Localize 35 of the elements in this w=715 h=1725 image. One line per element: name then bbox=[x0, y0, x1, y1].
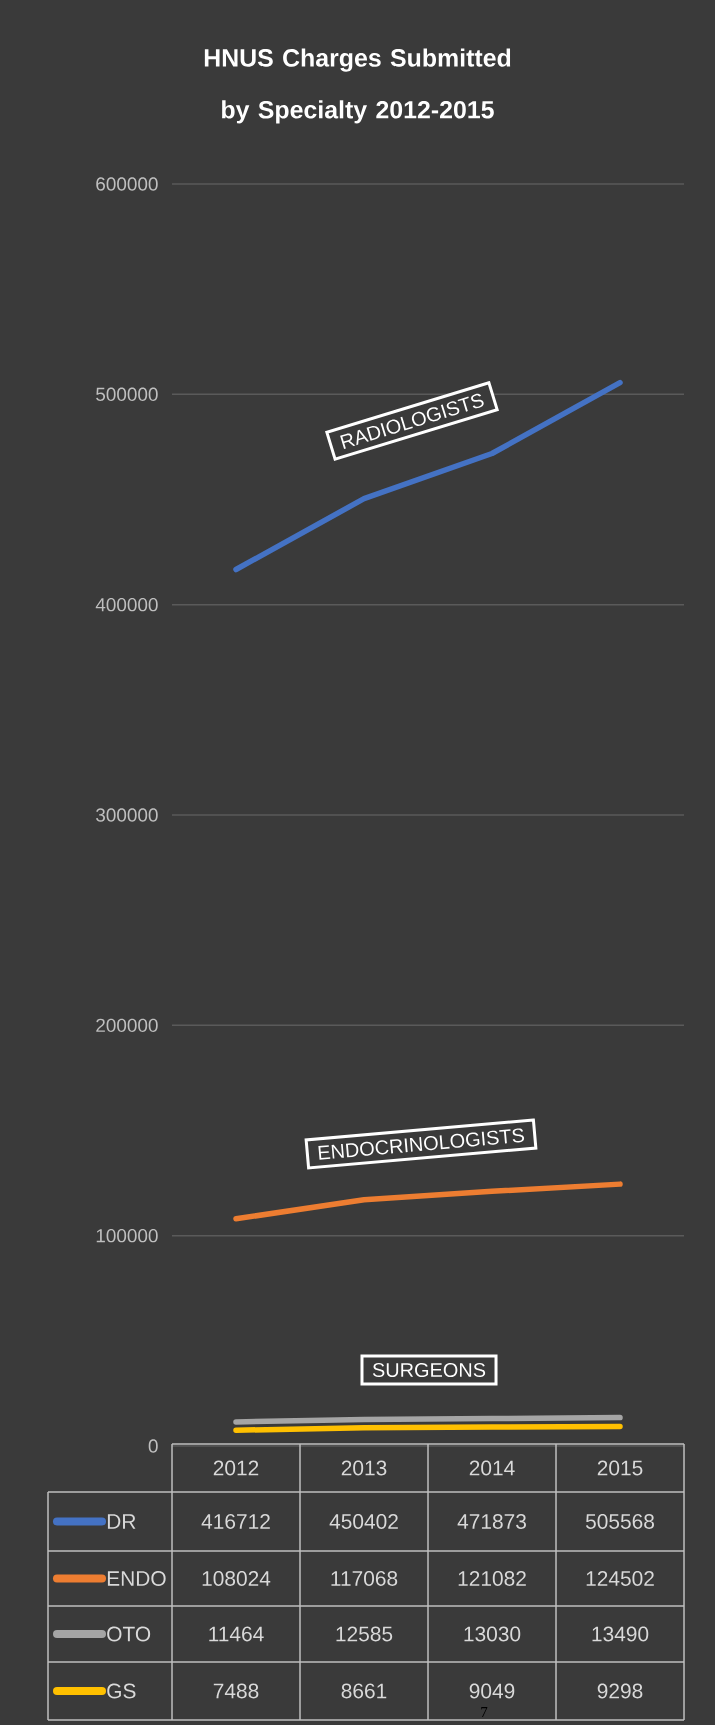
data-label: 450402 bbox=[329, 1514, 398, 1529]
data-label: 416712 bbox=[201, 1514, 270, 1529]
x-tick-label: 2013 bbox=[341, 1460, 387, 1476]
legend-label: ENDO bbox=[107, 1571, 166, 1586]
data-label: 124502 bbox=[586, 1571, 654, 1586]
legend-label: DR bbox=[107, 1514, 136, 1529]
data-label: 117068 bbox=[331, 1571, 398, 1586]
x-tick-label: 2014 bbox=[469, 1460, 515, 1476]
text: 7 bbox=[481, 1707, 488, 1717]
data-label: 121082 bbox=[458, 1571, 526, 1586]
y-tick-label: 0 bbox=[148, 1439, 158, 1453]
data-label: 9298 bbox=[597, 1683, 643, 1699]
data-label: 505568 bbox=[585, 1514, 654, 1529]
y-tick-label: 600000 bbox=[96, 177, 158, 191]
data-label: 471873 bbox=[457, 1514, 526, 1529]
data-label: 7488 bbox=[213, 1683, 259, 1699]
y-tick-label: 100000 bbox=[96, 1228, 158, 1243]
data-label: 11464 bbox=[209, 1626, 264, 1642]
chart-title: HNUS Charges Submitted by Specialty 2012-2015 bbox=[204, 48, 511, 124]
legend-label: OTO bbox=[107, 1626, 151, 1642]
y-tick-label: 300000 bbox=[96, 808, 158, 822]
data-label: 108024 bbox=[202, 1571, 271, 1586]
legend-label: GS bbox=[107, 1683, 136, 1699]
annotation: ENDOCRINOLOGISTS bbox=[318, 1128, 525, 1160]
y-tick-label: 500000 bbox=[96, 387, 158, 402]
data-label: 12585 bbox=[336, 1626, 393, 1642]
x-tick-label: 2012 bbox=[213, 1460, 259, 1476]
y-tick-label: 200000 bbox=[96, 1018, 158, 1033]
data-label: 13030 bbox=[464, 1626, 521, 1642]
data-label: 8661 bbox=[341, 1683, 387, 1699]
x-tick-label: 2015 bbox=[597, 1460, 643, 1476]
data-label: 9049 bbox=[469, 1683, 515, 1699]
annotation: SURGEONS bbox=[372, 1362, 486, 1378]
y-tick-label: 400000 bbox=[95, 597, 158, 612]
data-label: 13490 bbox=[592, 1626, 649, 1642]
